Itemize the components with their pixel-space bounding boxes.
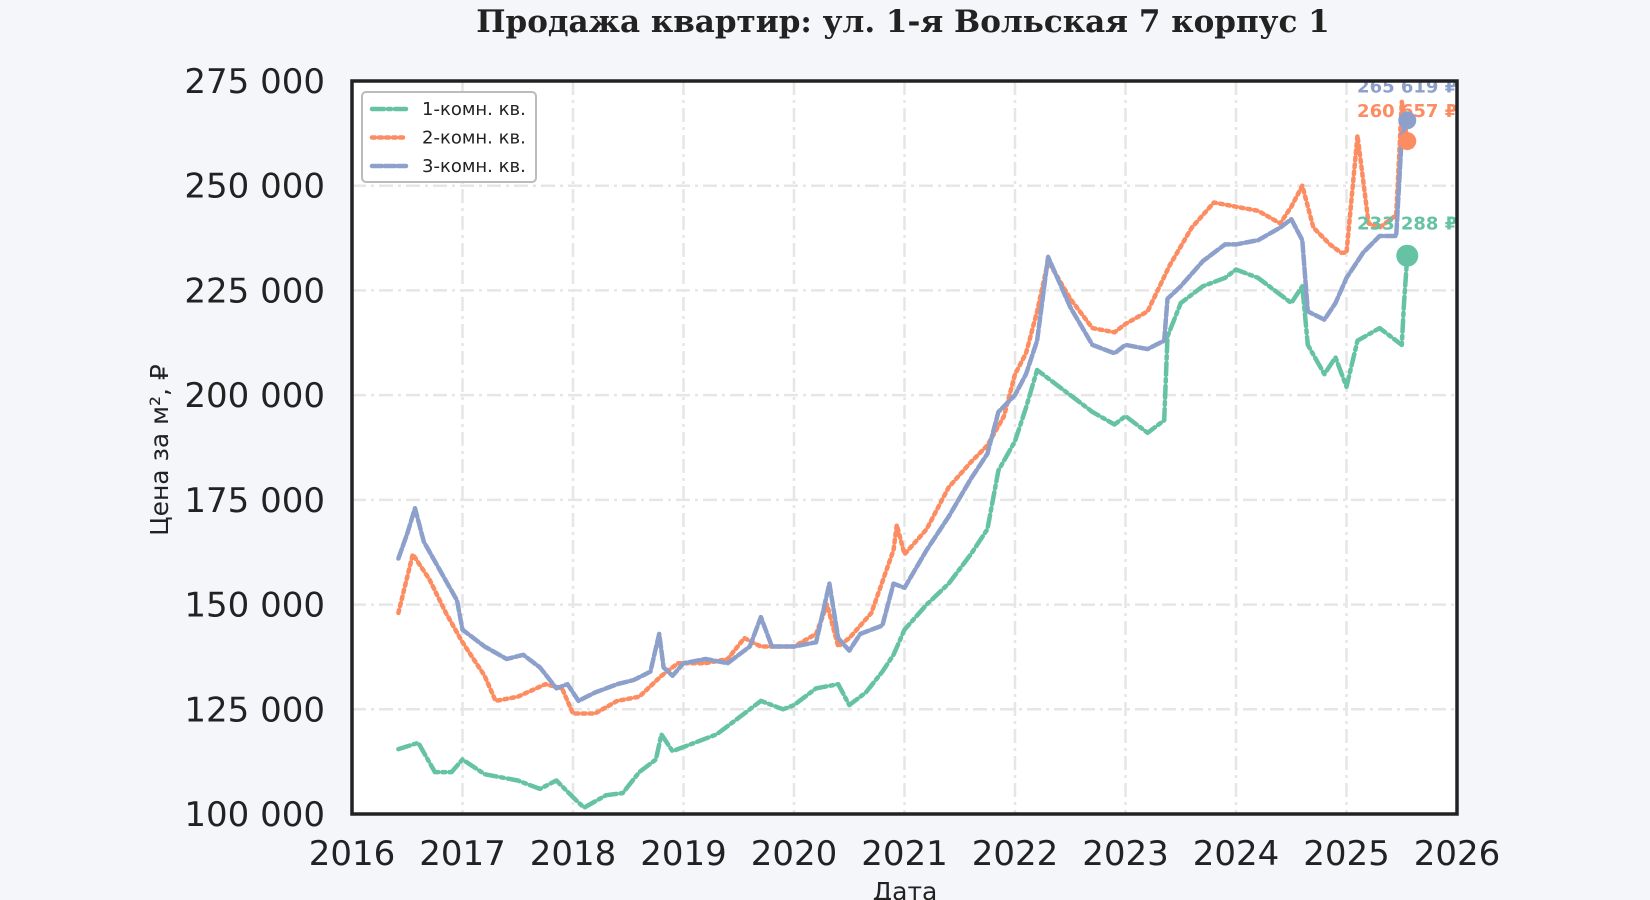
x-tick-label: 2022 bbox=[972, 834, 1059, 874]
x-tick-label: 2017 bbox=[419, 834, 506, 874]
legend-label: 2-комн. кв. bbox=[422, 128, 526, 149]
x-tick-label: 2021 bbox=[861, 834, 948, 874]
plot-background bbox=[352, 81, 1457, 814]
y-axis-label: Цена за м², ₽ bbox=[145, 364, 174, 536]
y-tick-label: 150 000 bbox=[184, 586, 325, 626]
legend-label: 3-комн. кв. bbox=[422, 156, 526, 177]
x-tick-label: 2025 bbox=[1303, 834, 1390, 874]
end-point-marker bbox=[1396, 244, 1419, 267]
legend-box bbox=[361, 91, 537, 183]
y-tick-label: 250 000 bbox=[184, 167, 325, 207]
legend-label: 1-комн. кв. bbox=[422, 99, 526, 120]
grid-lines bbox=[350, 79, 1459, 816]
chart-title: Продажа квартир: ул. 1-я Вольская 7 корп… bbox=[476, 4, 1329, 40]
series-line bbox=[396, 253, 1410, 810]
x-tick-label: 2020 bbox=[751, 834, 838, 874]
x-tick-label: 2026 bbox=[1414, 834, 1501, 874]
legend: 1-комн. кв. 2-комн. кв. 3-комн. кв. bbox=[361, 91, 537, 183]
x-tick-label: 2023 bbox=[1082, 834, 1169, 874]
y-tick-label: 125 000 bbox=[184, 690, 325, 730]
y-tick-label: 175 000 bbox=[184, 481, 325, 521]
y-tick-label: 100 000 bbox=[184, 795, 325, 835]
y-tick-label: 275 000 bbox=[184, 62, 325, 102]
plot-frame bbox=[350, 79, 1459, 816]
x-tick-label: 2016 bbox=[309, 834, 396, 874]
x-tick-label: 2018 bbox=[530, 834, 617, 874]
series-line bbox=[396, 99, 1410, 716]
y-tick-label: 200 000 bbox=[184, 376, 325, 416]
y-tick-label: 225 000 bbox=[184, 271, 325, 311]
end-point-marker bbox=[1398, 111, 1417, 130]
x-tick-label: 2024 bbox=[1193, 834, 1280, 874]
x-axis-label: Дата bbox=[873, 877, 938, 900]
end-value-label: 233 288 ₽ bbox=[1357, 214, 1457, 235]
series-line bbox=[396, 118, 1410, 704]
x-tick-label: 2019 bbox=[640, 834, 727, 874]
end-point-marker bbox=[1398, 132, 1417, 151]
data-series bbox=[396, 99, 1410, 810]
axis-ticks: 2016 2017 2018 2019 2020 2021 2022 2023 2024 2025… bbox=[184, 62, 1500, 874]
